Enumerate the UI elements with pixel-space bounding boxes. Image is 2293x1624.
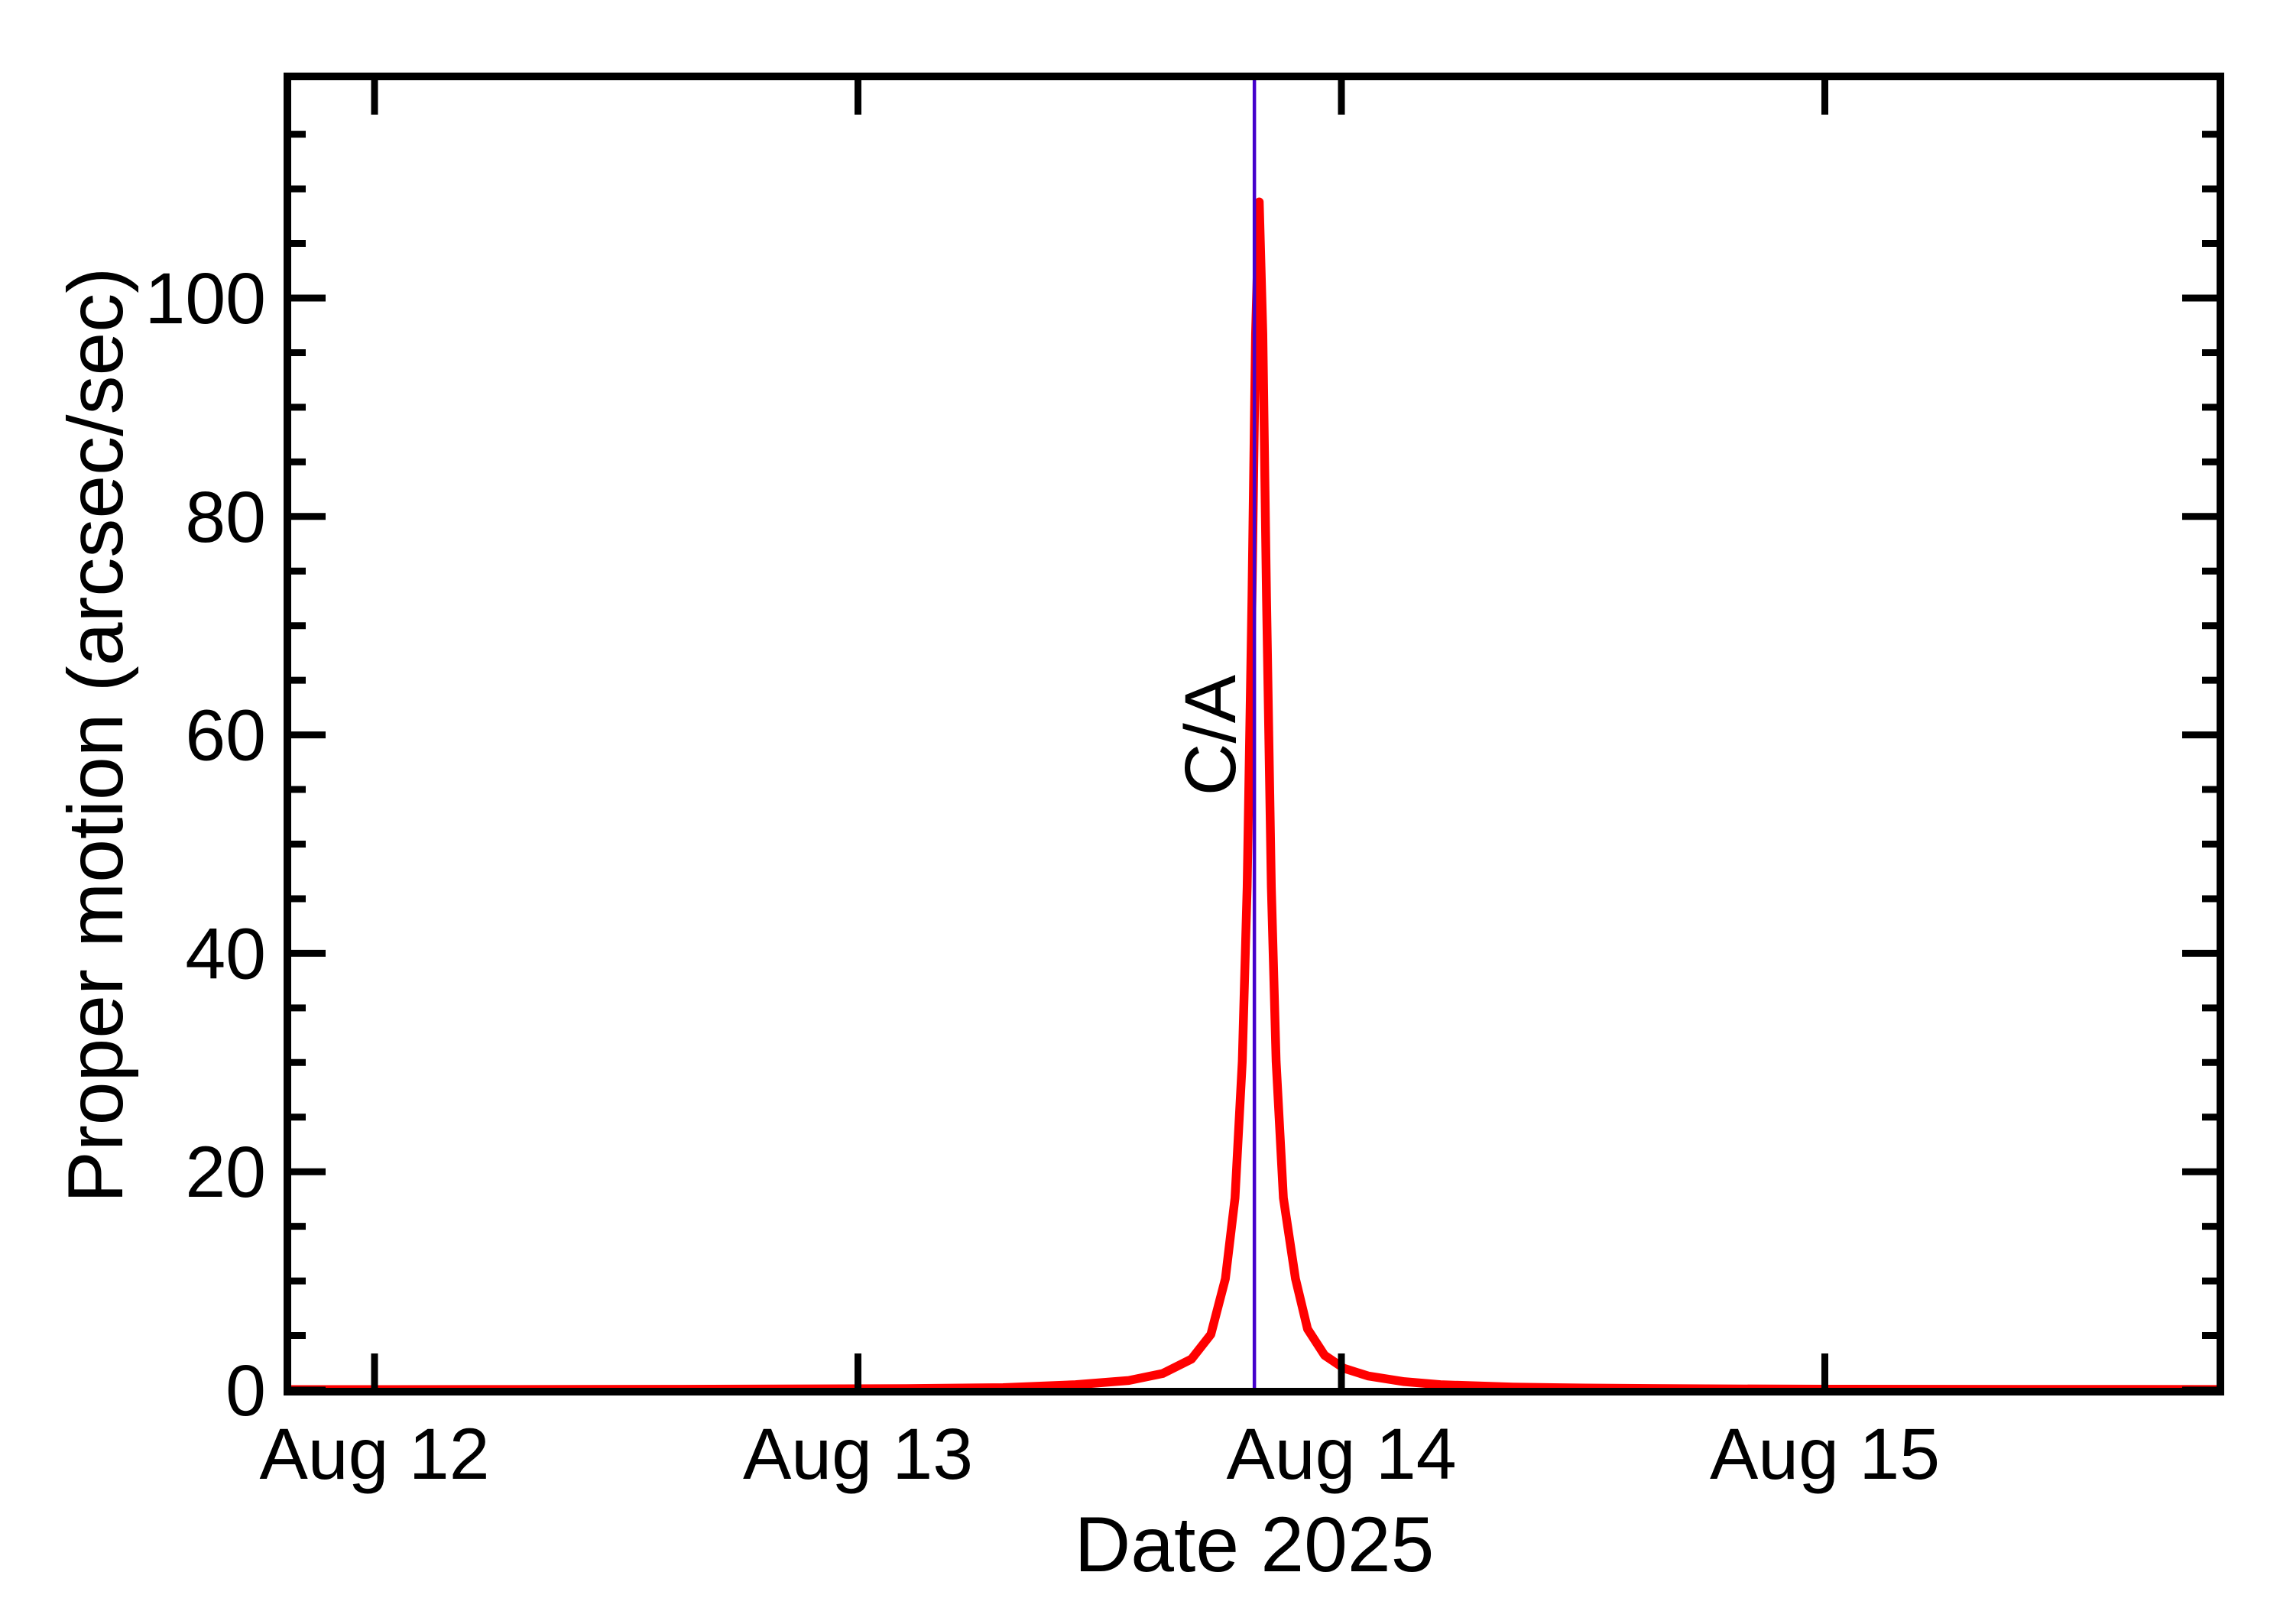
close-approach-label: C/A: [1170, 674, 1251, 796]
proper-motion-curve: [287, 197, 2222, 1395]
y-tick-label: 80: [185, 477, 266, 558]
x-axis-title: Date 2025: [1075, 1501, 1435, 1588]
tick-layer: [287, 76, 2220, 1394]
x-tick-label: Aug 15: [1710, 1414, 1940, 1495]
x-tick-label: Aug 13: [743, 1414, 973, 1495]
label-layer: Aug 12 Aug 13 Aug 14 Aug 15 0 20 40 60 80 100: [144, 258, 1940, 1495]
y-tick-label: 60: [185, 695, 266, 776]
x-tick-label: Aug 14: [1226, 1414, 1456, 1495]
y-tick-label: 100: [144, 258, 266, 339]
y-axis-title: Proper motion (arcsec/sec): [52, 267, 139, 1203]
x-tick-label: Aug 12: [259, 1414, 489, 1495]
y-tick-label: 40: [185, 913, 266, 994]
y-tick-label: 20: [185, 1132, 266, 1213]
y-tick-label: 0: [225, 1350, 266, 1431]
curve-layer: [287, 197, 2222, 1395]
